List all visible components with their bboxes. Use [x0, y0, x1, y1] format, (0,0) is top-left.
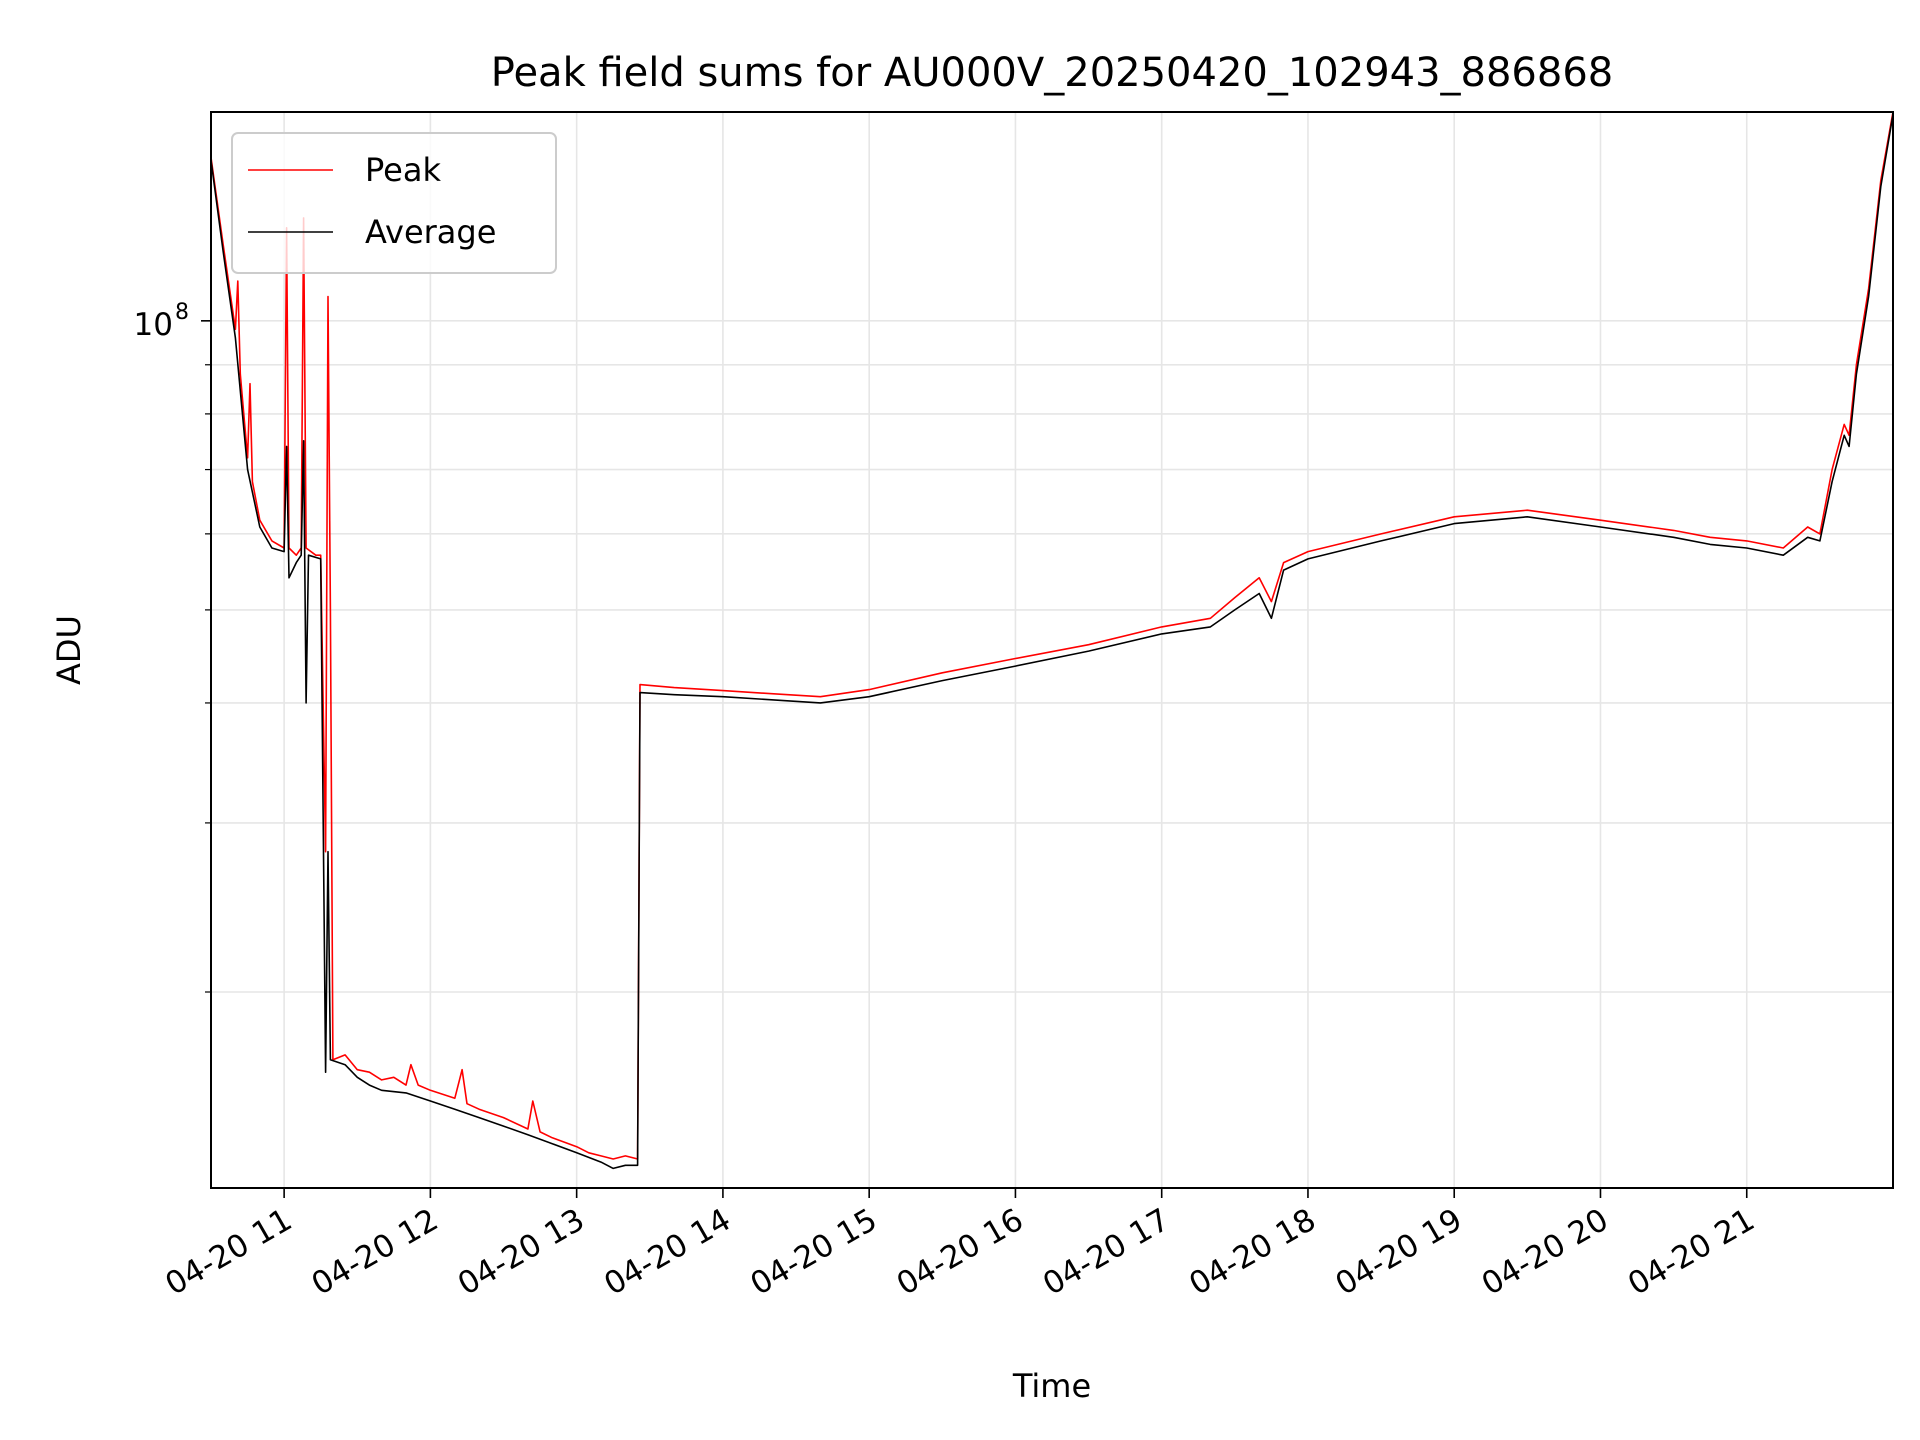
y-tick-label: 10	[134, 307, 173, 343]
grid	[211, 112, 1893, 1188]
y-tick-exponent: 8	[175, 300, 189, 325]
legend-average-label: Average	[365, 213, 496, 251]
series-line-average	[210, 114, 1894, 1170]
legend-peak-label: Peak	[365, 151, 441, 189]
y-axis-title: ADU	[50, 615, 88, 685]
legend: Peak Average	[231, 132, 557, 274]
plot-frame	[210, 111, 1894, 1189]
series-line-peak	[210, 111, 1894, 1160]
legend-box	[231, 132, 557, 274]
x-axis-title: Time	[1012, 1367, 1091, 1405]
chart-title: Peak field sums for AU000V_20250420_1029…	[491, 50, 1613, 96]
series-layer	[210, 111, 1894, 1170]
y-axis: 10 8	[134, 300, 211, 993]
